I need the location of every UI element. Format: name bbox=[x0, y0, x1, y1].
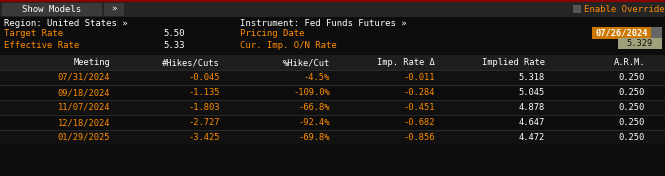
Text: 5.33: 5.33 bbox=[164, 40, 185, 49]
Text: 0.250: 0.250 bbox=[618, 103, 645, 112]
Text: %Hike/Cut: %Hike/Cut bbox=[283, 58, 330, 67]
Text: 07/31/2024: 07/31/2024 bbox=[57, 73, 110, 82]
Bar bbox=[0, 130, 665, 145]
Bar bbox=[0, 70, 665, 85]
Text: 11/07/2024: 11/07/2024 bbox=[57, 103, 110, 112]
Text: Imp. Rate Δ: Imp. Rate Δ bbox=[377, 58, 435, 67]
Text: »: » bbox=[111, 5, 116, 14]
Text: 5.329: 5.329 bbox=[627, 39, 653, 49]
Bar bbox=[2, 3, 102, 16]
Text: 0.250: 0.250 bbox=[618, 133, 645, 142]
Text: Enable Overrides: Enable Overrides bbox=[584, 5, 665, 14]
Text: 5.318: 5.318 bbox=[519, 73, 545, 82]
Text: -3.425: -3.425 bbox=[188, 133, 220, 142]
Text: Pricing Date: Pricing Date bbox=[240, 30, 305, 39]
Bar bbox=[0, 17, 665, 55]
Bar bbox=[0, 0, 665, 2]
Text: -2.727: -2.727 bbox=[188, 118, 220, 127]
Text: -0.856: -0.856 bbox=[404, 133, 435, 142]
Text: -109.0%: -109.0% bbox=[293, 88, 330, 97]
Text: Meeting: Meeting bbox=[73, 58, 110, 67]
Text: Target Rate: Target Rate bbox=[4, 30, 63, 39]
Text: -0.682: -0.682 bbox=[404, 118, 435, 127]
Text: 07/26/2024: 07/26/2024 bbox=[596, 29, 648, 37]
Text: -0.284: -0.284 bbox=[404, 88, 435, 97]
Text: Region: United States »: Region: United States » bbox=[4, 20, 128, 29]
Text: Instrument: Fed Funds Futures »: Instrument: Fed Funds Futures » bbox=[240, 20, 406, 29]
Text: 5.50: 5.50 bbox=[164, 30, 185, 39]
Text: #Hikes/Cuts: #Hikes/Cuts bbox=[162, 58, 220, 67]
Text: 0.250: 0.250 bbox=[618, 88, 645, 97]
Text: Implied Rate: Implied Rate bbox=[482, 58, 545, 67]
Bar bbox=[651, 27, 662, 39]
Text: -0.045: -0.045 bbox=[188, 73, 220, 82]
Text: -1.803: -1.803 bbox=[188, 103, 220, 112]
Text: Cur. Imp. O/N Rate: Cur. Imp. O/N Rate bbox=[240, 40, 336, 49]
Text: 0.250: 0.250 bbox=[618, 118, 645, 127]
Bar bbox=[0, 55, 665, 70]
Bar bbox=[0, 0, 665, 17]
Bar bbox=[0, 85, 665, 86]
Bar bbox=[592, 27, 652, 39]
Text: 5.045: 5.045 bbox=[519, 88, 545, 97]
Text: -4.5%: -4.5% bbox=[304, 73, 330, 82]
Text: A.R.M.: A.R.M. bbox=[614, 58, 645, 67]
Bar bbox=[0, 100, 665, 115]
Text: -69.8%: -69.8% bbox=[299, 133, 330, 142]
Text: 0.250: 0.250 bbox=[618, 73, 645, 82]
Text: 4.878: 4.878 bbox=[519, 103, 545, 112]
Bar bbox=[573, 5, 581, 13]
Text: 4.647: 4.647 bbox=[519, 118, 545, 127]
Text: Show Models: Show Models bbox=[23, 5, 82, 14]
Text: 12/18/2024: 12/18/2024 bbox=[57, 118, 110, 127]
Bar bbox=[104, 3, 124, 16]
Bar bbox=[0, 85, 665, 100]
Text: -1.135: -1.135 bbox=[188, 88, 220, 97]
Text: -92.4%: -92.4% bbox=[299, 118, 330, 127]
Bar bbox=[0, 115, 665, 130]
Bar bbox=[0, 70, 665, 71]
Text: -0.451: -0.451 bbox=[404, 103, 435, 112]
Text: -0.011: -0.011 bbox=[404, 73, 435, 82]
Text: 4.472: 4.472 bbox=[519, 133, 545, 142]
Text: Effective Rate: Effective Rate bbox=[4, 40, 79, 49]
Text: -66.8%: -66.8% bbox=[299, 103, 330, 112]
Text: 01/29/2025: 01/29/2025 bbox=[57, 133, 110, 142]
Text: 09/18/2024: 09/18/2024 bbox=[57, 88, 110, 97]
Bar bbox=[618, 38, 662, 49]
